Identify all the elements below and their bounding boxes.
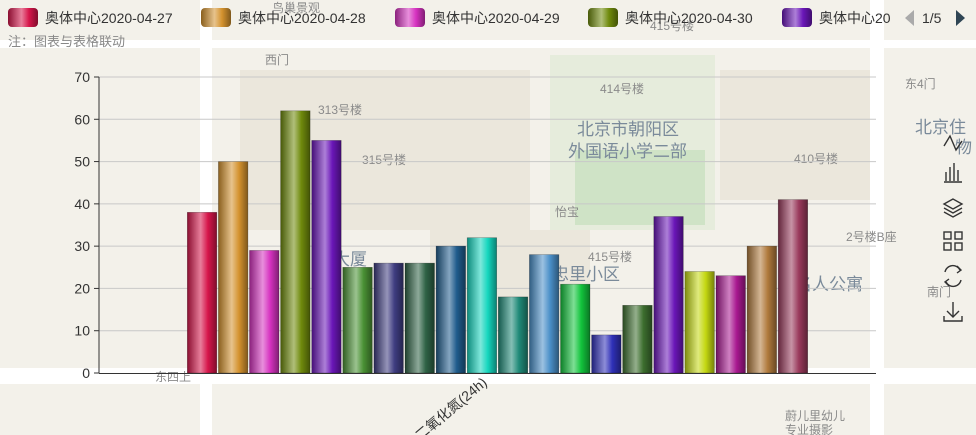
bar[interactable] [529, 254, 560, 374]
restore-icon[interactable] [943, 264, 963, 288]
bar[interactable] [746, 245, 777, 374]
save-icon[interactable] [943, 302, 963, 322]
map-label: 313号楼 [318, 102, 362, 117]
bar[interactable] [715, 275, 746, 374]
map-label: 北京住 [915, 118, 966, 137]
map-label: 414号楼 [600, 81, 644, 96]
map-label: 怡宝 [555, 205, 579, 219]
bar[interactable] [311, 140, 342, 374]
bar[interactable] [653, 216, 684, 374]
map-label: 北京市朝阳区 [577, 120, 679, 139]
map-label: 忠里小区 [552, 265, 620, 284]
map-label: 外国语小学二部 [568, 142, 687, 161]
legend-label[interactable]: 奥体中心2020-04-28 [238, 10, 366, 26]
legend-label[interactable]: 奥体中心2020-04-27 [45, 10, 173, 26]
legend-swatch[interactable] [782, 8, 812, 27]
map-label: 315号楼 [362, 152, 406, 167]
y-tick-label: 20 [74, 280, 90, 296]
chart-note: 注：图表与表格联动 [8, 34, 125, 49]
bar[interactable] [187, 212, 218, 374]
map-label: 蔚儿里幼儿 [785, 409, 845, 423]
map-label: 410号楼 [794, 151, 838, 166]
map-label: 专业摄影 [785, 422, 833, 435]
building-block-2 [720, 70, 870, 200]
pager-prev-icon[interactable] [905, 10, 914, 26]
legend-label[interactable]: 奥体中心2020-04-29 [432, 10, 560, 26]
pager-next-icon[interactable] [956, 10, 965, 26]
tiled-icon[interactable] [943, 231, 963, 251]
bars [187, 110, 809, 374]
map-label: 鸟巢景观 [272, 0, 320, 15]
y-tick-label: 0 [82, 365, 90, 381]
bar[interactable] [373, 262, 404, 374]
bar[interactable] [777, 199, 809, 374]
legend-swatch[interactable] [8, 8, 38, 27]
bar[interactable] [560, 283, 591, 374]
y-tick-label: 40 [74, 196, 90, 212]
map-label: 415号楼 [588, 249, 632, 264]
y-tick-label: 60 [74, 111, 90, 127]
bar[interactable] [684, 271, 715, 374]
map-label: 东4门 [905, 76, 936, 91]
line-icon[interactable] [943, 134, 963, 152]
legend-swatch[interactable] [395, 8, 425, 27]
bar[interactable] [622, 304, 653, 374]
y-tick-label: 30 [74, 238, 90, 254]
bar[interactable] [249, 250, 280, 374]
legend[interactable]: 奥体中心2020-04-27 奥体中心2020-04-28 奥体中心2020-04-… [8, 8, 891, 27]
legend-swatch[interactable] [588, 8, 618, 27]
legend-swatch[interactable] [201, 8, 231, 27]
stack-icon[interactable] [942, 198, 964, 218]
bar[interactable] [404, 262, 435, 374]
map-label: 西门 [265, 52, 289, 67]
bar[interactable] [280, 110, 311, 374]
map-label: 名人公寓 [795, 275, 863, 294]
legend-pager: 1/5 [905, 10, 965, 26]
map-label: 2号楼B座 [846, 229, 897, 244]
legend-label[interactable]: 奥体中心2020-04-30 [625, 10, 753, 26]
y-tick-label: 10 [74, 323, 90, 339]
bar[interactable] [342, 266, 373, 374]
bar[interactable] [218, 161, 249, 374]
y-tick-label: 70 [74, 69, 90, 85]
bar[interactable] [466, 237, 498, 374]
bar[interactable] [497, 296, 529, 374]
map-label: 大厦 [333, 250, 367, 269]
x-axis-label: 二氧化氮(24h) [412, 374, 490, 435]
bar-icon[interactable] [944, 163, 962, 183]
toolbox [942, 134, 964, 322]
map-label: 南门 [927, 284, 951, 299]
map-label: 物 [955, 138, 972, 157]
map-label: 415号楼 [650, 18, 694, 33]
y-tick-label: 50 [74, 154, 90, 170]
bar[interactable] [435, 245, 466, 374]
y-axis: 0 10 20 30 40 50 60 70 [74, 69, 99, 381]
legend-label[interactable]: 奥体中心20 [819, 10, 891, 26]
pager-text: 1/5 [922, 10, 942, 26]
road-top [0, 40, 976, 48]
bar[interactable] [591, 334, 622, 374]
green-area [575, 150, 705, 225]
road-v2 [870, 0, 884, 435]
